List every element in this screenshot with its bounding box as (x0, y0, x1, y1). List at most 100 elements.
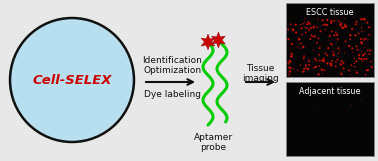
Point (321, 69, 327, 71)
Point (358, 18, 364, 21)
Point (366, 26, 372, 29)
Point (304, 27, 310, 29)
Point (325, 47, 331, 49)
Point (354, 71, 360, 74)
Point (328, 20, 334, 22)
Point (341, 52, 347, 54)
Point (306, 58, 312, 60)
Point (303, 64, 309, 67)
Point (322, 28, 328, 31)
Point (346, 69, 352, 72)
Point (335, 33, 341, 36)
Point (356, 57, 362, 60)
Point (364, 21, 370, 24)
Point (289, 53, 295, 55)
Point (312, 35, 318, 37)
Point (364, 69, 370, 72)
Point (299, 33, 305, 36)
Point (352, 65, 358, 68)
Point (342, 25, 348, 28)
Point (346, 45, 352, 47)
Point (362, 18, 368, 21)
Point (316, 65, 322, 67)
Point (366, 53, 372, 56)
Point (316, 73, 322, 76)
Point (289, 55, 295, 57)
Point (316, 53, 322, 56)
Point (352, 57, 358, 60)
Point (308, 27, 314, 29)
FancyBboxPatch shape (286, 82, 374, 156)
Point (289, 43, 295, 45)
Point (367, 26, 373, 28)
Point (347, 38, 353, 40)
Point (303, 67, 309, 70)
Point (291, 67, 297, 70)
Text: ESCC tissue: ESCC tissue (306, 8, 354, 16)
Point (349, 47, 355, 50)
Point (332, 34, 338, 37)
Point (367, 49, 373, 52)
Point (338, 63, 344, 65)
Point (297, 42, 304, 45)
Point (368, 60, 374, 63)
Point (340, 26, 346, 29)
Point (338, 23, 344, 25)
Point (365, 49, 371, 52)
Point (329, 20, 335, 22)
Point (345, 45, 351, 47)
Point (348, 64, 354, 66)
Point (355, 48, 361, 51)
Point (358, 38, 364, 40)
Point (307, 22, 313, 25)
Point (288, 67, 294, 69)
Point (353, 60, 359, 62)
Point (342, 40, 349, 43)
Point (330, 50, 336, 53)
Point (332, 19, 338, 22)
Text: imaging: imaging (242, 74, 279, 82)
Point (359, 51, 365, 53)
Circle shape (10, 18, 134, 142)
Point (318, 44, 324, 46)
Point (318, 30, 324, 33)
Point (311, 66, 317, 69)
Point (333, 61, 339, 63)
Point (319, 59, 325, 62)
Point (329, 43, 335, 46)
Polygon shape (211, 32, 225, 48)
Text: Aptamer: Aptamer (194, 133, 232, 142)
Point (311, 25, 317, 28)
Point (294, 69, 301, 71)
Text: Tissue: Tissue (246, 63, 275, 72)
Point (328, 64, 334, 66)
Point (338, 63, 344, 66)
Point (335, 38, 341, 40)
FancyBboxPatch shape (286, 3, 374, 77)
Point (334, 34, 340, 36)
Point (306, 60, 312, 62)
Point (365, 39, 371, 41)
Point (340, 62, 346, 64)
Point (324, 62, 330, 65)
Point (358, 57, 364, 60)
Point (328, 65, 335, 67)
Point (328, 30, 335, 33)
Point (342, 18, 348, 20)
Point (304, 23, 310, 25)
Point (361, 58, 367, 61)
Point (338, 22, 344, 25)
Point (322, 23, 328, 26)
Point (336, 52, 342, 55)
Point (288, 61, 294, 63)
Point (356, 99, 363, 102)
Point (314, 42, 320, 44)
Point (338, 24, 344, 27)
Point (310, 49, 316, 52)
Point (312, 57, 318, 60)
Polygon shape (201, 34, 215, 50)
Text: Adjacent tissue: Adjacent tissue (299, 86, 361, 95)
Point (295, 39, 301, 41)
Point (365, 69, 371, 71)
Point (288, 23, 294, 26)
